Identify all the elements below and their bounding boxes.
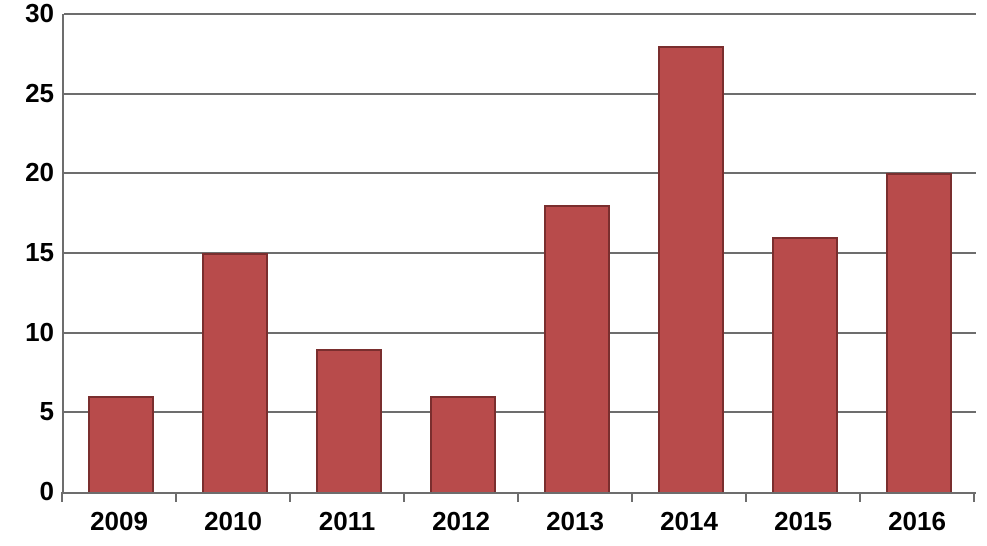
x-tick-mark [289,492,291,502]
bar-chart: 0 5 10 15 20 25 30 2009201020112012201320142015… [0,0,987,546]
bar [886,173,952,492]
gridline [64,93,976,95]
gridline [64,411,976,413]
x-tick-label: 2016 [860,506,974,537]
x-tick-label: 2012 [404,506,518,537]
bar [658,46,724,492]
x-tick-mark [517,492,519,502]
x-tick-mark [61,492,63,502]
bar [772,237,838,492]
y-tick-label: 5 [40,396,54,427]
x-tick-label: 2010 [176,506,290,537]
x-tick-label: 2011 [290,506,404,537]
gridline [64,252,976,254]
bar [88,396,154,492]
x-tick-mark [175,492,177,502]
bar [544,205,610,492]
gridline [64,13,976,15]
y-tick-label: 15 [25,237,54,268]
x-tick-mark [631,492,633,502]
plot-area [62,14,976,494]
y-tick-label: 20 [25,157,54,188]
bar [430,396,496,492]
x-tick-mark [973,492,975,502]
y-tick-label: 0 [40,476,54,507]
y-tick-label: 25 [25,78,54,109]
x-tick-label: 2009 [62,506,176,537]
y-tick-label: 10 [25,317,54,348]
x-tick-label: 2015 [746,506,860,537]
x-tick-mark [745,492,747,502]
bar [316,349,382,492]
bar [202,253,268,492]
gridline [64,172,976,174]
gridline [64,332,976,334]
x-tick-mark [859,492,861,502]
x-tick-label: 2013 [518,506,632,537]
y-tick-label: 30 [25,0,54,29]
x-tick-mark [403,492,405,502]
x-tick-label: 2014 [632,506,746,537]
